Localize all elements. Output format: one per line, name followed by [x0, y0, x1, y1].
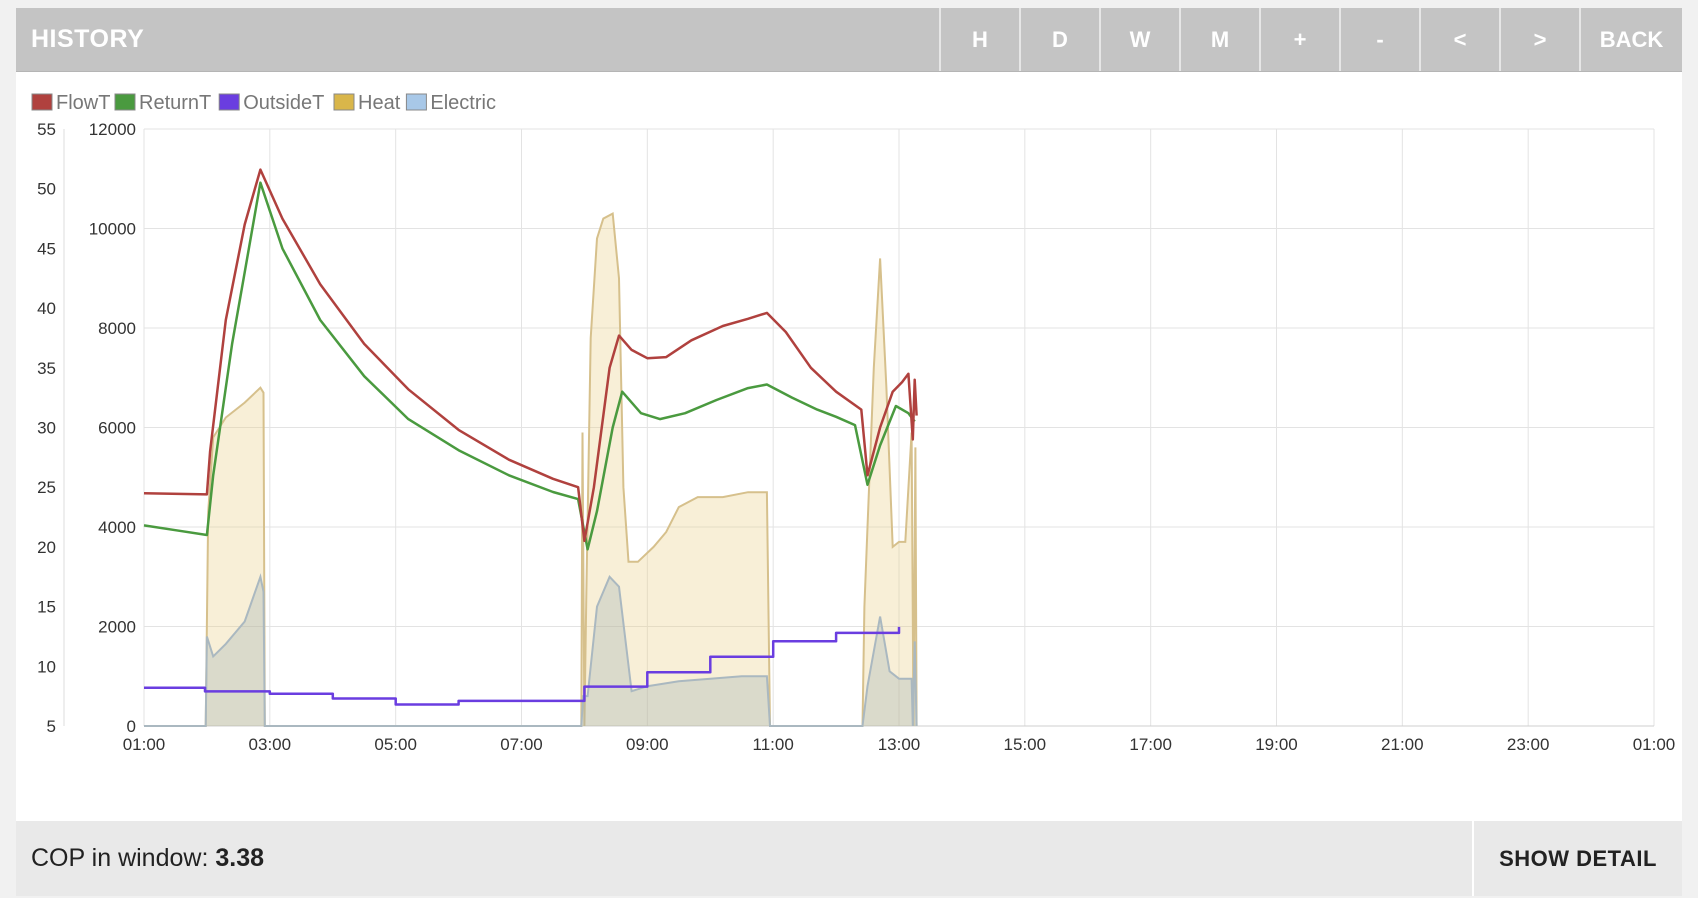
electric-area [144, 576, 917, 726]
x-tick-label: 05:00 [374, 735, 417, 754]
y-right-tick-label: 4000 [98, 518, 136, 537]
y-right-tick-label: 2000 [98, 618, 136, 637]
y-left-tick-label: 15 [37, 598, 56, 617]
cop-label: COP in window: [31, 844, 209, 872]
x-tick-label: 17:00 [1129, 735, 1172, 754]
y-right-tick-label: 12000 [89, 120, 136, 139]
x-tick-label: 21:00 [1381, 735, 1424, 754]
x-tick-label: 01:00 [1633, 735, 1676, 754]
x-tick-label: 19:00 [1255, 735, 1298, 754]
y-left-tick-label: 10 [37, 657, 56, 676]
x-tick-label: 15:00 [1004, 735, 1047, 754]
cop-readout: COP in window: 3.38 [31, 821, 264, 896]
week-button[interactable]: W [1099, 8, 1179, 71]
history-panel: HISTORY H D W M + - < > BACK 01:00 03:00 05:00 07:0… [16, 8, 1682, 896]
outsidet-line [144, 626, 901, 706]
heat-line [144, 212, 918, 727]
x-tick-label: 01:00 [123, 735, 166, 754]
legend-item-outsidet[interactable]: OutsideT [218, 92, 324, 114]
history-chart[interactable]: 01:00 03:00 05:00 07:00 09:00 11:00 13:00 15:00… [16, 72, 1682, 828]
heat-area [144, 213, 917, 727]
legend-label: Electric [430, 92, 496, 114]
view-nav: H D W M + - < > BACK [939, 8, 1682, 71]
y-right-tick-label: 6000 [98, 419, 136, 438]
back-button[interactable]: BACK [1579, 8, 1682, 71]
show-detail-button[interactable]: SHOW DETAIL [1472, 821, 1682, 896]
footer-bar: COP in window: 3.38 SHOW DETAIL [16, 821, 1682, 896]
y-right-tick-label: 0 [127, 717, 136, 736]
chart-area[interactable]: 01:00 03:00 05:00 07:00 09:00 11:00 13:00 15:00… [16, 72, 1682, 828]
legend-label: OutsideT [243, 92, 324, 114]
x-tick-label: 13:00 [878, 735, 921, 754]
legend-swatch [333, 93, 355, 111]
x-tick-label: 07:00 [500, 735, 543, 754]
flowt-line [143, 168, 918, 543]
page-title: HISTORY [31, 25, 145, 53]
pan-left-button[interactable]: < [1419, 8, 1499, 71]
zoom-out-button[interactable]: - [1339, 8, 1419, 71]
y-left-tick-label: 50 [37, 180, 56, 199]
y-left-tick-label: 40 [37, 299, 56, 318]
legend-label: FlowT [56, 92, 110, 114]
x-tick-label: 09:00 [626, 735, 669, 754]
legend-label: ReturnT [139, 92, 211, 114]
y-right-tick-label: 10000 [89, 220, 136, 239]
x-tick-label: 03:00 [249, 735, 292, 754]
day-button[interactable]: D [1019, 8, 1099, 71]
legend-item-electric[interactable]: Electric [405, 92, 496, 114]
y-left-tick-label: 30 [37, 419, 56, 438]
x-tick-label: 11:00 [753, 735, 794, 754]
y-left-tick-label: 55 [37, 120, 56, 139]
legend-label: Heat [358, 92, 401, 114]
y-left-tick-label: 35 [37, 359, 56, 378]
y-right-tick-label: 8000 [98, 319, 136, 338]
legend-item-returnt[interactable]: ReturnT [114, 92, 211, 114]
legend-swatch [218, 93, 240, 111]
zoom-in-button[interactable]: + [1259, 8, 1339, 71]
y-left-tick-label: 45 [37, 239, 56, 258]
top-bar: HISTORY H D W M + - < > BACK [16, 8, 1682, 72]
legend-swatch [114, 93, 136, 111]
x-tick-label: 23:00 [1507, 735, 1550, 754]
electric-line [144, 573, 918, 727]
pan-right-button[interactable]: > [1499, 8, 1579, 71]
y-left-tick-label: 20 [37, 538, 56, 557]
legend-item-heat[interactable]: Heat [333, 92, 401, 114]
y-left-tick-label: 5 [47, 717, 56, 736]
cop-value: 3.38 [215, 844, 265, 872]
legend-swatch [405, 93, 427, 111]
returnt-line [143, 181, 916, 551]
hour-button[interactable]: H [939, 8, 1019, 71]
month-button[interactable]: M [1179, 8, 1259, 71]
legend-swatch [31, 93, 53, 111]
legend-item-flowt[interactable]: FlowT [31, 92, 110, 114]
y-left-tick-label: 25 [37, 478, 56, 497]
